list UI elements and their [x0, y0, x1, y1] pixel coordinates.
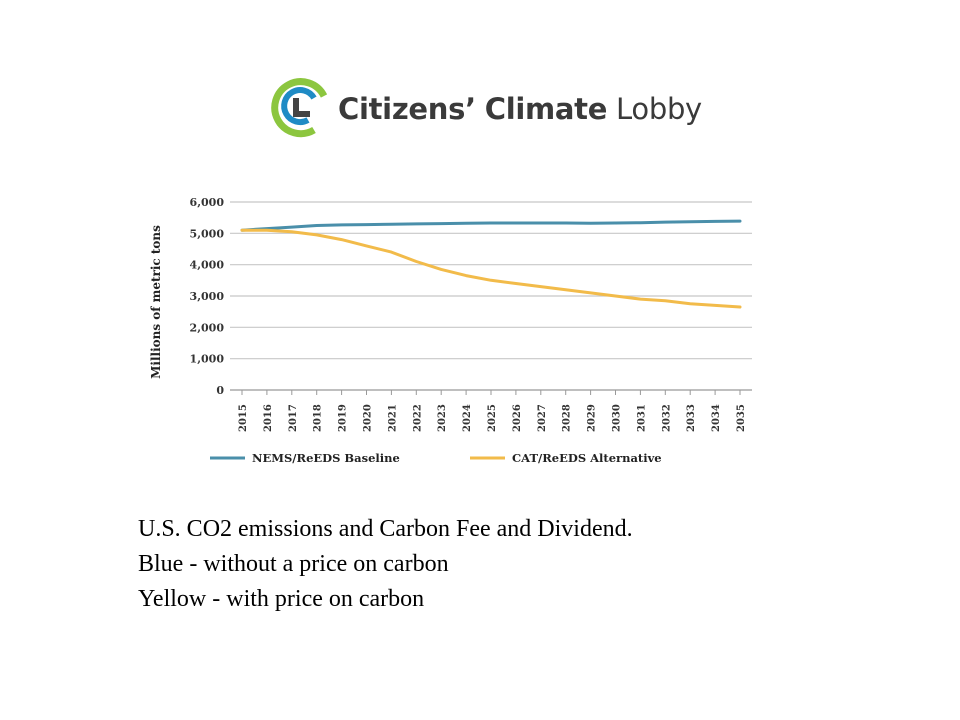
x-tick-label: 2035 [736, 404, 747, 432]
x-tick-label: 2030 [612, 404, 623, 432]
logo-mark-icon [271, 78, 328, 138]
y-tick-label: 3,000 [190, 290, 225, 303]
x-tick-label: 2018 [313, 404, 324, 432]
y-axis-label: Millions of metric tons [149, 225, 163, 379]
x-tick-label: 2019 [338, 404, 349, 432]
logo-wordmark: Citizens’ Climate Lobby [338, 92, 702, 126]
series-line-alternative [240, 228, 742, 309]
x-tick-label: 2032 [661, 404, 672, 432]
x-tick-label: 2024 [462, 404, 473, 432]
x-tick-label: 2034 [711, 404, 722, 432]
caption-line-2: Blue - without a price on carbon [138, 551, 449, 577]
series-line-baseline [240, 219, 742, 232]
y-tick-label: 1,000 [190, 353, 225, 366]
emissions-chart-svg: 6,000 5,000 4,000 3,000 2,000 1,000 0 2015 2016 2… [149, 196, 752, 465]
x-tick-label: 2016 [263, 404, 274, 432]
logo-word-lobby: Lobby [616, 92, 702, 126]
x-tick-label: 2027 [537, 404, 548, 432]
x-tick-label: 2022 [412, 404, 423, 432]
x-tick-label: 2026 [512, 404, 523, 432]
caption-line-3: Yellow - with price on carbon [138, 586, 425, 612]
y-tick-label: 0 [216, 384, 224, 397]
y-tick-label: 5,000 [190, 227, 225, 240]
caption-line-1: U.S. CO2 emissions and Carbon Fee and Di… [138, 516, 633, 542]
caption: U.S. CO2 emissions and Carbon Fee and Di… [138, 512, 633, 617]
logo-word-climate: Climate [484, 92, 608, 126]
x-tick-label: 2021 [387, 404, 398, 432]
x-tick-label: 2031 [636, 404, 647, 432]
legend-label: CAT/ReEDS Alternative [512, 451, 662, 465]
x-tick-label: 2033 [686, 404, 697, 432]
x-tick-label: 2020 [363, 404, 374, 432]
y-tick-label: 2,000 [190, 321, 225, 334]
citizens-climate-lobby-logo: Citizens’ Climate Lobby [270, 78, 702, 150]
y-tick-label: 4,000 [190, 259, 225, 272]
x-tick-label: 2015 [238, 404, 249, 432]
x-tick-label: 2025 [487, 404, 498, 432]
x-tick-label: 2017 [288, 404, 299, 432]
y-tick-label: 6,000 [190, 196, 225, 209]
emissions-chart: 6,000 5,000 4,000 3,000 2,000 1,000 0 2015 2016 2… [140, 180, 780, 480]
x-tick-label: 2029 [587, 404, 598, 432]
logo-word-citizens: Citizens’ [338, 92, 476, 126]
x-tick-label: 2023 [437, 404, 448, 432]
legend-label: NEMS/ReEDS Baseline [252, 451, 400, 465]
x-tick-label: 2028 [562, 404, 573, 432]
